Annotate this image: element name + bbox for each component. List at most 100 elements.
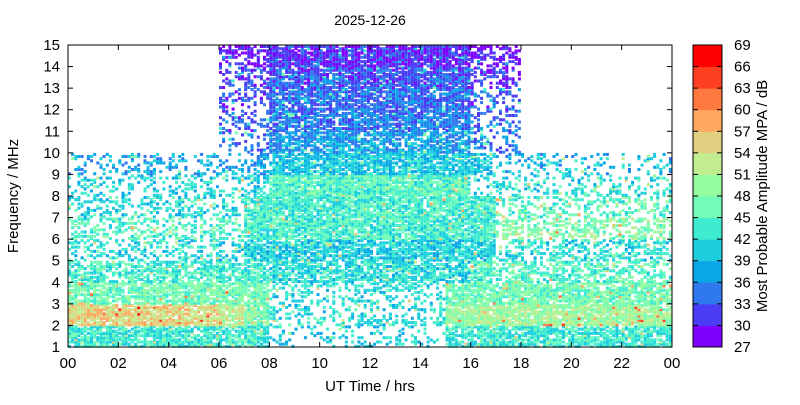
heatmap-cell (313, 269, 317, 273)
heatmap-cell (511, 316, 515, 320)
heatmap-cell (659, 299, 663, 303)
heatmap-cell (467, 321, 471, 325)
heatmap-cell (521, 340, 524, 344)
heatmap-cell (640, 342, 644, 346)
heatmap-cell (609, 344, 613, 348)
heatmap-cell (511, 293, 515, 297)
heatmap-cell (112, 293, 115, 297)
heatmap-cell (231, 299, 235, 303)
heatmap-cells (68, 45, 672, 348)
heatmap-cell (395, 278, 399, 281)
heatmap-cell (568, 301, 572, 305)
heatmap-cell (552, 278, 556, 281)
heatmap-cell (524, 334, 528, 338)
heatmap-cell (234, 336, 238, 340)
heatmap-cell (175, 293, 178, 297)
heatmap-cell (505, 288, 509, 292)
heatmap-cell (429, 308, 433, 312)
heatmap-cell (168, 310, 172, 314)
heatmap-cell (351, 314, 355, 318)
heatmap-cell (247, 338, 251, 342)
heatmap-cell (486, 260, 490, 264)
heatmap-cell (612, 310, 616, 314)
heatmap-cell (668, 340, 672, 344)
heatmap-cell (275, 282, 279, 286)
heatmap-cell (108, 280, 112, 284)
heatmap-cell (659, 293, 663, 297)
heatmap-cell (209, 282, 213, 286)
heatmap-cell (105, 288, 109, 292)
heatmap-cell (127, 280, 131, 284)
heatmap-cell (83, 340, 87, 344)
heatmap-cell (219, 293, 222, 297)
heatmap-cell (527, 267, 531, 271)
heatmap-cell (332, 301, 336, 305)
heatmap-cell (477, 290, 480, 294)
heatmap-cell (222, 290, 226, 294)
heatmap-cell (313, 267, 317, 271)
heatmap-cell (143, 316, 147, 320)
heatmap-cell (662, 308, 666, 312)
heatmap-cell (90, 282, 93, 286)
heatmap-cell (521, 262, 524, 266)
heatmap-cell (184, 344, 188, 348)
heatmap-cell (93, 295, 97, 299)
heatmap-cell (643, 314, 647, 318)
heatmap-cell (451, 271, 455, 275)
heatmap-cell (662, 288, 666, 292)
heatmap-cell (524, 314, 528, 318)
heatmap-cell (143, 303, 147, 307)
heatmap-cell (275, 288, 279, 292)
heatmap-cell (222, 278, 226, 281)
heatmap-cell (640, 325, 644, 329)
heatmap-cell (241, 316, 244, 320)
heatmap-cell (461, 327, 465, 331)
heatmap-cell (653, 319, 657, 322)
heatmap-cell (244, 329, 248, 333)
heatmap-cell (483, 297, 487, 301)
heatmap-cell (511, 290, 515, 294)
heatmap-cell (275, 295, 279, 299)
heatmap-cell (656, 303, 660, 307)
heatmap-cell (77, 310, 81, 314)
heatmap-cell (524, 321, 528, 325)
heatmap-cell (178, 308, 182, 312)
heatmap-cell (665, 331, 669, 335)
heatmap-cell (524, 286, 528, 290)
heatmap-cell (596, 295, 600, 299)
heatmap-cell (203, 308, 207, 312)
heatmap-cell (259, 286, 263, 290)
heatmap-cell (241, 288, 244, 292)
heatmap-cell (93, 301, 97, 305)
heatmap-cell (379, 269, 383, 273)
heatmap-cell (215, 265, 219, 268)
heatmap-cell (237, 301, 241, 305)
heatmap-cell (605, 282, 609, 286)
heatmap-cell (225, 308, 229, 312)
heatmap-cell (637, 327, 641, 331)
heatmap-cell (536, 301, 540, 305)
heatmap-cell (565, 286, 568, 290)
heatmap-cell (643, 323, 647, 327)
heatmap-cell (370, 275, 373, 279)
heatmap-cell (96, 301, 100, 305)
heatmap-cell (454, 314, 458, 318)
heatmap-cell (71, 280, 75, 284)
heatmap-cell (420, 269, 424, 273)
heatmap-cell (209, 344, 213, 348)
heatmap-cell (508, 303, 512, 307)
heatmap-cell (615, 308, 619, 312)
heatmap-cell (442, 278, 446, 281)
heatmap-cell (178, 340, 182, 344)
heatmap-cell (96, 314, 100, 318)
heatmap-cell (596, 306, 600, 309)
heatmap-cell (423, 321, 427, 325)
heatmap-cell (83, 299, 87, 303)
heatmap-cell (574, 344, 578, 348)
heatmap-cell (329, 314, 333, 318)
heatmap-cell (454, 312, 458, 316)
heatmap-cell (168, 288, 172, 292)
heatmap-cell (445, 308, 449, 312)
heatmap-cell (152, 334, 156, 338)
heatmap-cell (426, 295, 430, 299)
